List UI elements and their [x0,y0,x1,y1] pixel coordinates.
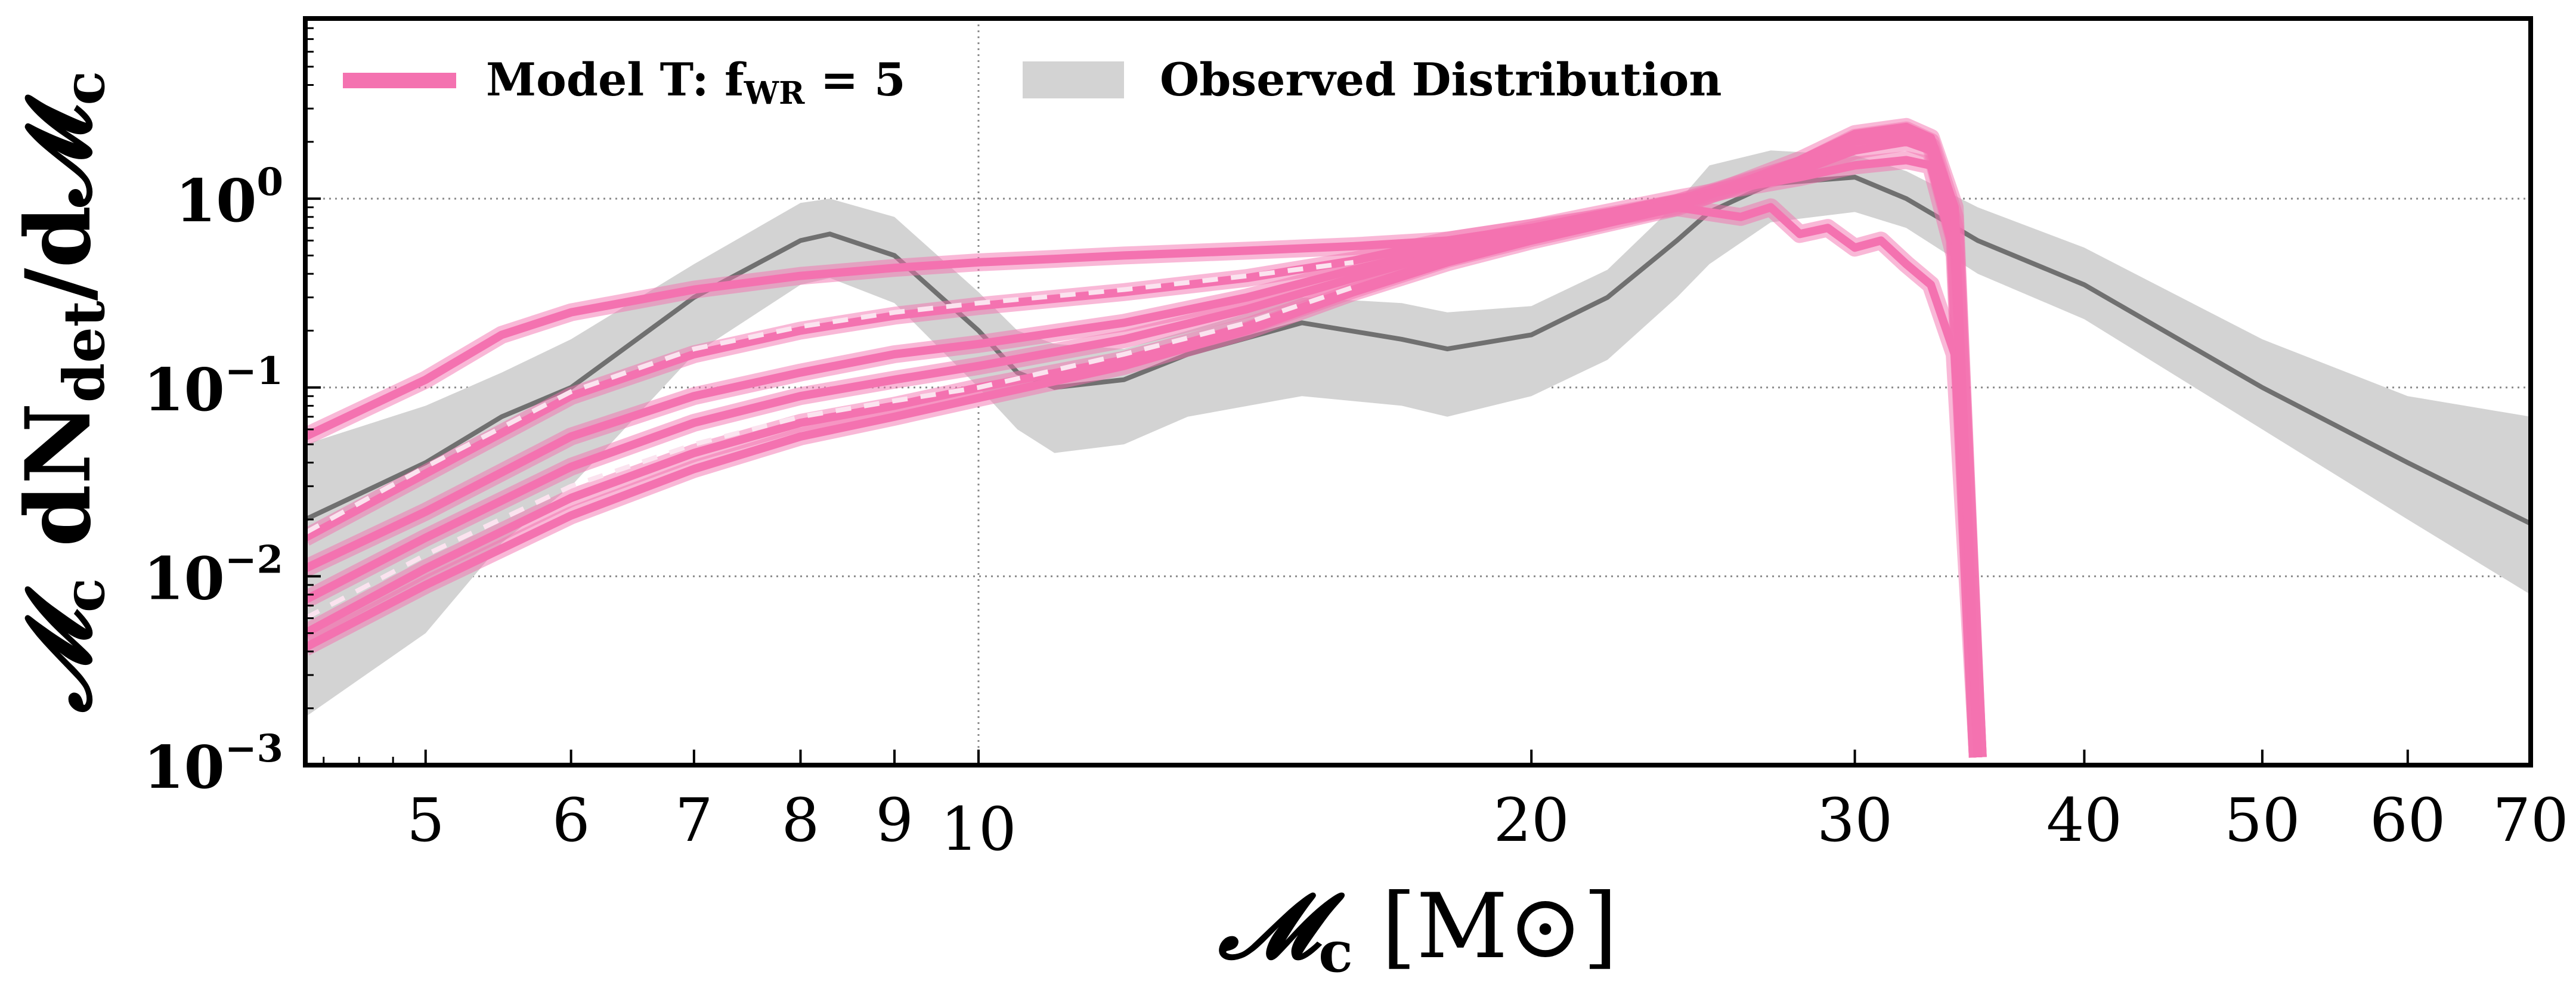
model-line [305,122,1982,758]
x-tick-label: 6 [552,785,590,855]
y-tick-label: 100 [175,160,283,236]
y-tick-label: 10−3 [143,726,283,802]
x-tick-label: 20 [1494,785,1569,855]
x-tick-label: 40 [2046,785,2122,855]
legend-observed-swatch [1023,61,1124,98]
plot-frame [303,16,2533,768]
y-axis-title: 𝓜c dNdet/d𝓜c [6,71,117,713]
x-tick-label: 7 [675,785,713,855]
x-tick-label: 50 [2224,785,2300,855]
legend-model-label: Model T: fWR = 5 [486,53,906,112]
x-tick-label: 10 [940,794,1016,864]
y-tick-label: 10−1 [143,349,283,425]
grid-lines [305,18,2531,765]
y-tick-label: 10−2 [143,537,283,613]
y-axis-ticks: 10−3 10−2 10−1 100 [143,17,321,802]
x-axis-title: 𝓜c [M⊙] [1218,874,1618,981]
x-tick-label: 8 [782,785,820,855]
model-dashed-lines [305,259,1354,621]
x-tick-label: 30 [1817,785,1893,855]
x-tick-label: 5 [407,785,445,855]
x-tick-label: 60 [2370,785,2445,855]
x-tick-label: 9 [875,785,914,855]
legend-observed-label: Observed Distribution [1160,53,1722,106]
model-dashed-line [305,259,1354,535]
model-dashed-line [305,284,1354,621]
model-line [305,156,1982,758]
model-line [305,137,1982,758]
x-tick-label: 70 [2493,785,2568,855]
x-axis-ticks: 5 6 7 8 9 10 20 30 40 50 60 70 [323,750,2569,864]
legend: Model T: fWR = 5 Observed Distribution [343,53,1722,112]
model-lines [305,117,1987,758]
